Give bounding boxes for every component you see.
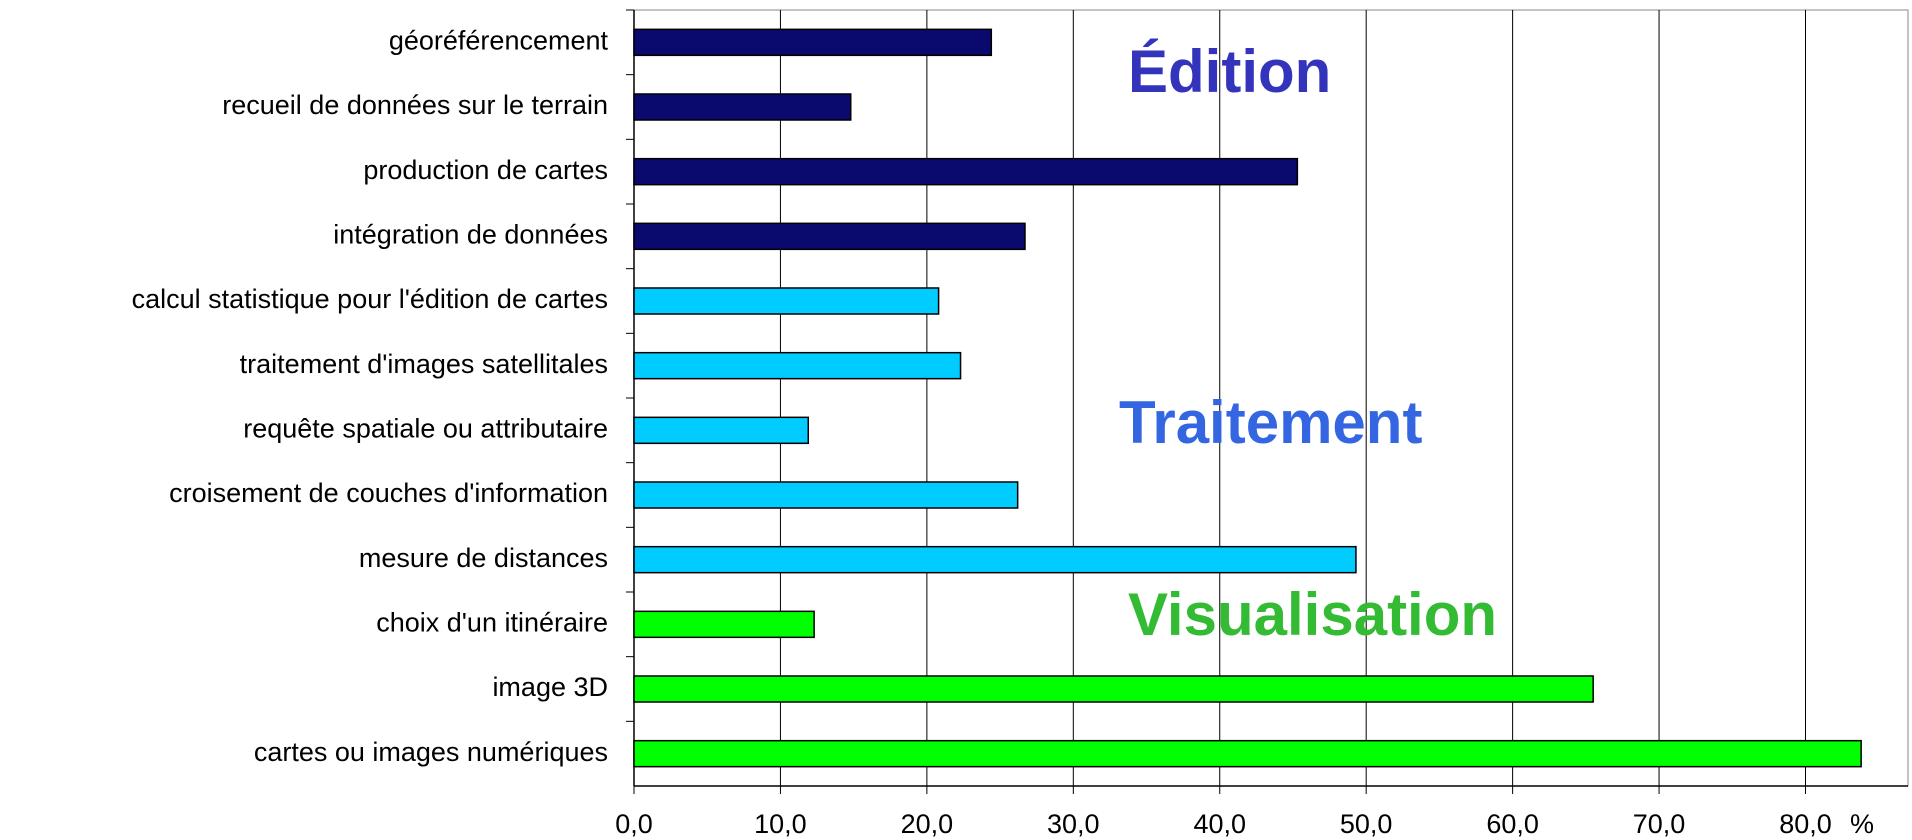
x-tick-label: 60,0 [1486, 809, 1539, 839]
y-tick-label: image 3D [492, 672, 608, 702]
bar [633, 610, 815, 639]
y-tick-label: cartes ou images numériques [254, 737, 608, 767]
bar [633, 157, 1299, 186]
y-tick-label: croisement de couches d'information [169, 478, 608, 508]
y-tick-label: mesure de distances [359, 543, 608, 573]
x-tick-label: 80,0 [1779, 809, 1832, 839]
bar [633, 351, 962, 380]
x-tick-label: 50,0 [1340, 809, 1393, 839]
bar [633, 287, 940, 315]
y-tick-label: choix d'un itinéraire [376, 607, 608, 637]
y-tick-label: requête spatiale ou attributaire [243, 413, 608, 443]
x-tick-label: 40,0 [1193, 809, 1246, 839]
bar [633, 93, 852, 121]
x-tick-label: 10,0 [754, 809, 807, 839]
annotation: Édition [1128, 38, 1331, 105]
x-axis-label: % [1850, 809, 1874, 839]
bar [633, 675, 1594, 703]
bar [633, 739, 1862, 768]
y-tick-label: géoréférencement [389, 25, 609, 55]
y-tick-label: calcul statistique pour l'édition de car… [132, 284, 608, 314]
annotation: Traitement [1119, 389, 1422, 456]
y-tick-label: intégration de données [333, 219, 608, 249]
bar [633, 28, 993, 57]
bar [633, 416, 810, 445]
bar [633, 481, 1019, 509]
y-tick-label: recueil de données sur le terrain [222, 90, 608, 120]
bar [633, 545, 1357, 574]
y-tick-label: production de cartes [363, 155, 608, 185]
bar [633, 222, 1026, 251]
annotation: Visualisation [1128, 581, 1497, 648]
x-tick-label: 20,0 [901, 809, 954, 839]
x-tick-label: 30,0 [1047, 809, 1100, 839]
y-tick-label: traitement d'images satellitales [240, 349, 608, 379]
x-tick-label: 70,0 [1633, 809, 1686, 839]
x-tick-label: 0,0 [615, 809, 653, 839]
